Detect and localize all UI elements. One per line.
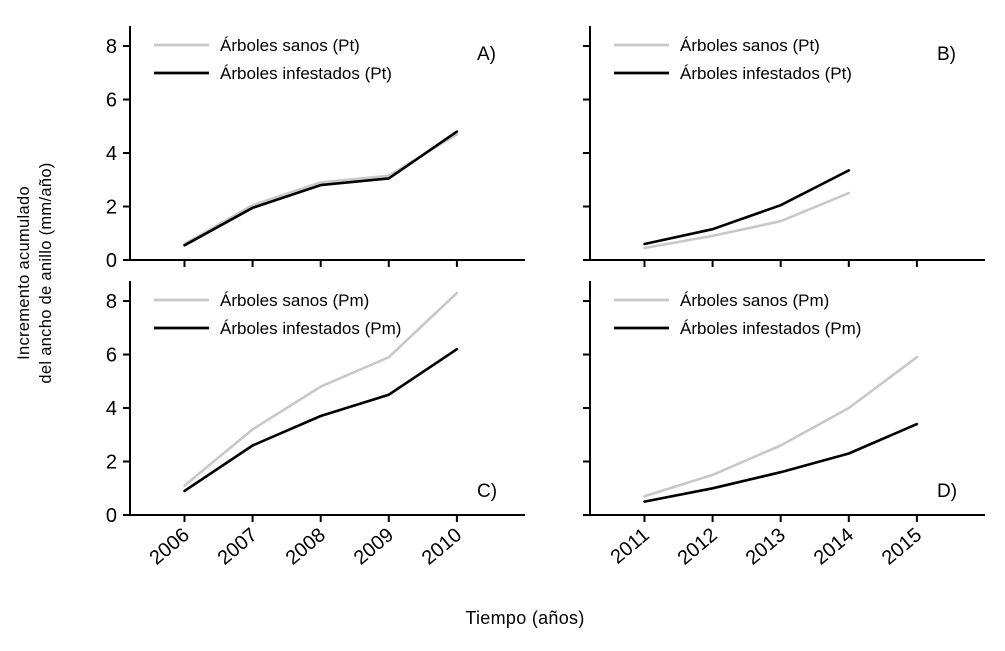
y-tick-label: 6 bbox=[106, 345, 117, 367]
y-tick-label: 4 bbox=[106, 398, 117, 420]
x-tick-label: 2010 bbox=[418, 524, 466, 569]
legend-label: Árboles sanos (Pt) bbox=[220, 36, 360, 55]
legend-label: Árboles sanos (Pt) bbox=[680, 36, 820, 55]
legend-label: Árboles sanos (Pm) bbox=[680, 291, 829, 310]
panel-letter: B) bbox=[937, 44, 956, 65]
legend-label: Árboles sanos (Pm) bbox=[220, 291, 369, 310]
y-tick-label: 0 bbox=[106, 250, 117, 272]
panel-D: 2011 2012 2013 2014 2015 Árboles sanos (Pm) Ár… bbox=[583, 281, 985, 569]
series-line-sanos bbox=[643, 191, 851, 250]
legend-label: Árboles infestados (Pt) bbox=[680, 64, 852, 83]
panel-B: Árboles sanos (Pt) Árboles infestados (Pt… bbox=[583, 26, 985, 267]
y-tick-label: 2 bbox=[106, 452, 117, 474]
y-tick-label: 2 bbox=[106, 197, 117, 219]
series-line-infestados bbox=[183, 347, 459, 493]
panel-C: 0 2 4 6 8 2006 2007 2008 2009 2010 Árboles sanos (… bbox=[106, 281, 525, 569]
y-axis-title-line1: Incremento acumulado bbox=[15, 186, 34, 360]
series-line-sanos bbox=[183, 291, 459, 487]
series-line-sanos bbox=[643, 355, 919, 498]
x-tick-label: 2008 bbox=[282, 524, 330, 569]
y-axis-title: Incremento acumulado del ancho de anillo… bbox=[14, 162, 58, 383]
legend-label: Árboles infestados (Pm) bbox=[680, 319, 861, 338]
panel-letter: D) bbox=[937, 481, 957, 502]
x-tick-label: 2011 bbox=[607, 524, 654, 569]
series-line-infestados bbox=[183, 130, 459, 247]
x-tick-label: 2014 bbox=[810, 524, 858, 569]
x-axis-title: Tiempo (años) bbox=[465, 608, 585, 628]
x-tick-label: 2012 bbox=[674, 524, 722, 569]
y-tick-label: 6 bbox=[106, 90, 117, 112]
series-line-infestados bbox=[643, 422, 919, 503]
y-axis-title-line2: del ancho de anillo (mm/año) bbox=[37, 162, 55, 384]
y-tick-label: 0 bbox=[106, 505, 117, 527]
y-tick-label: 8 bbox=[106, 291, 117, 313]
panel-A: 0 2 4 6 8 Árboles sanos (Pt) Árboles infestado… bbox=[106, 26, 525, 272]
series-line-infestados bbox=[643, 169, 851, 246]
x-tick-label: 2006 bbox=[145, 524, 193, 569]
panel-letter: C) bbox=[477, 481, 497, 502]
x-tick-label: 2015 bbox=[878, 524, 926, 569]
legend-label: Árboles infestados (Pt) bbox=[220, 64, 392, 83]
x-tick-label: 2013 bbox=[742, 524, 790, 569]
x-tick-label: 2007 bbox=[214, 524, 262, 569]
panel-letter: A) bbox=[477, 44, 496, 65]
series-line-sanos bbox=[183, 133, 459, 246]
legend-label: Árboles infestados (Pm) bbox=[220, 319, 401, 338]
y-tick-label: 8 bbox=[106, 36, 117, 58]
y-tick-label: 4 bbox=[106, 143, 117, 165]
x-tick-label: 2009 bbox=[350, 524, 398, 569]
